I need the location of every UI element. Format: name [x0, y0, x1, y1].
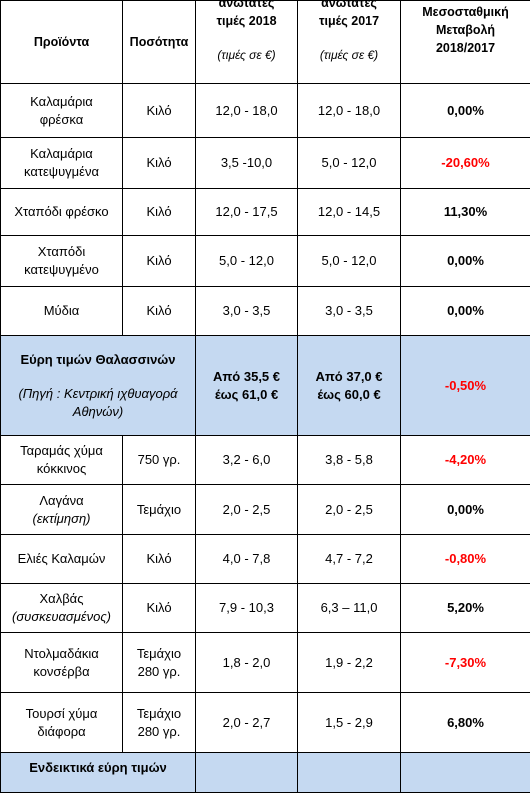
change-cell: 11,30%: [401, 189, 530, 236]
table-row: Μύδια Κιλό 3,0 - 3,5 3,0 - 3,5 0,00%: [1, 287, 530, 336]
header-quantity: Ποσότητα: [123, 1, 196, 84]
indicative-ranges-row: Ενδεικτικά εύρη τιμών: [1, 753, 530, 793]
change-cell: 0,00%: [401, 287, 530, 336]
price-2017-cell: 12,0 - 18,0: [298, 84, 401, 138]
quantity-cell: Κιλό: [123, 287, 196, 336]
seafood-summary-2017: Από 37,0 €έως 60,0 €: [298, 336, 401, 436]
seafood-summary-2018: Από 35,5 €έως 61,0 €: [196, 336, 298, 436]
price-2017-cell: 12,0 - 14,5: [298, 189, 401, 236]
header-change-line1: Μεσοσταθμική: [405, 3, 526, 21]
price-2018-cell: 3,0 - 3,5: [196, 287, 298, 336]
price-2018-cell: 4,0 - 7,8: [196, 535, 298, 584]
change-cell: 5,20%: [401, 584, 530, 633]
change-cell: 0,00%: [401, 84, 530, 138]
price-2017-cell: 6,3 – 11,0: [298, 584, 401, 633]
product-cell: Χταπόδι φρέσκο: [1, 189, 123, 236]
quantity-cell: Κιλό: [123, 189, 196, 236]
price-2017-cell: 3,8 - 5,8: [298, 436, 401, 485]
quantity-cell: Κιλό: [123, 535, 196, 584]
change-cell: -7,30%: [401, 633, 530, 693]
price-2017-cell: 1,5 - 2,9: [298, 693, 401, 753]
seafood-summary-source-2: Αθηνών): [5, 403, 191, 421]
table-row: Χταπόδι φρέσκο Κιλό 12,0 - 17,5 12,0 - 1…: [1, 189, 530, 236]
header-change-line3: 2018/2017: [405, 39, 526, 57]
price-2017-cell: 5,0 - 12,0: [298, 236, 401, 287]
seafood-summary-change: -0,50%: [401, 336, 530, 436]
table-header-row: Προϊόντα Ποσότητα ανώτατες τιμές 2018 (τ…: [1, 1, 530, 84]
header-2018-unit: (τιμές σε €): [200, 46, 293, 64]
product-cell: Λαγάνα(εκτίμηση): [1, 485, 123, 535]
header-2017-unit: (τιμές σε €): [302, 46, 396, 64]
header-change-line2: Μεταβολή: [405, 21, 526, 39]
seafood-summary-row: Εύρη τιμών Θαλασσινών (Πηγή : Κεντρική ι…: [1, 336, 530, 436]
seafood-summary-source: (Πηγή : Κεντρική ιχθυαγορά: [5, 385, 191, 403]
table-row: Λαγάνα(εκτίμηση) Τεμάχιο 2,0 - 2,5 2,0 -…: [1, 485, 530, 535]
header-2017-line2: τιμές 2017: [302, 12, 396, 30]
header-prices-2018: ανώτατες τιμές 2018 (τιμές σε €): [196, 1, 298, 84]
header-2018-line1: ανώτατες: [200, 1, 293, 13]
quantity-cell: Κιλό: [123, 236, 196, 287]
product-cell: Χαλβάς(συσκευασμένος): [1, 584, 123, 633]
quantity-cell: Κιλό: [123, 84, 196, 138]
price-2018-cell: 5,0 - 12,0: [196, 236, 298, 287]
price-2017-cell: 3,0 - 3,5: [298, 287, 401, 336]
change-cell: 0,00%: [401, 236, 530, 287]
header-change: Μεσοσταθμική Μεταβολή 2018/2017: [401, 1, 530, 84]
change-cell: -4,20%: [401, 436, 530, 485]
product-cell: Μύδια: [1, 287, 123, 336]
price-2018-cell: 3,2 - 6,0: [196, 436, 298, 485]
quantity-cell: Κιλό: [123, 584, 196, 633]
price-2018-cell: 2,0 - 2,7: [196, 693, 298, 753]
header-2018-line2: τιμές 2018: [200, 12, 293, 30]
change-cell: -20,60%: [401, 138, 530, 189]
price-2018-cell: 7,9 - 10,3: [196, 584, 298, 633]
price-2017-cell: 5,0 - 12,0: [298, 138, 401, 189]
quantity-cell: 750 γρ.: [123, 436, 196, 485]
change-cell: 0,00%: [401, 485, 530, 535]
price-2018-cell: 3,5 -10,0: [196, 138, 298, 189]
change-cell: 6,80%: [401, 693, 530, 753]
price-2018-cell: 12,0 - 18,0: [196, 84, 298, 138]
header-products: Προϊόντα: [1, 1, 123, 84]
table-row: Ελιές Καλαμών Κιλό 4,0 - 7,8 4,7 - 7,2 -…: [1, 535, 530, 584]
price-2017-cell: 1,9 - 2,2: [298, 633, 401, 693]
header-2017-line1: ανώτατες: [302, 1, 396, 13]
quantity-cell: Κιλό: [123, 138, 196, 189]
seafood-summary-label: Εύρη τιμών Θαλασσινών (Πηγή : Κεντρική ι…: [1, 336, 196, 436]
price-2017-cell: 2,0 - 2,5: [298, 485, 401, 535]
price-2018-cell: 12,0 - 17,5: [196, 189, 298, 236]
indicative-ranges-title: Ενδεικτικά εύρη τιμών: [1, 753, 196, 793]
quantity-cell: Τεμάχιο: [123, 485, 196, 535]
product-cell: Ελιές Καλαμών: [1, 535, 123, 584]
header-prices-2017: ανώτατες τιμές 2017 (τιμές σε €): [298, 1, 401, 84]
table-row: Χαλβάς(συσκευασμένος) Κιλό 7,9 - 10,3 6,…: [1, 584, 530, 633]
change-cell: -0,80%: [401, 535, 530, 584]
price-2017-cell: 4,7 - 7,2: [298, 535, 401, 584]
seafood-summary-title: Εύρη τιμών Θαλασσινών: [5, 351, 191, 369]
price-2018-cell: 2,0 - 2,5: [196, 485, 298, 535]
price-2018-cell: 1,8 - 2,0: [196, 633, 298, 693]
